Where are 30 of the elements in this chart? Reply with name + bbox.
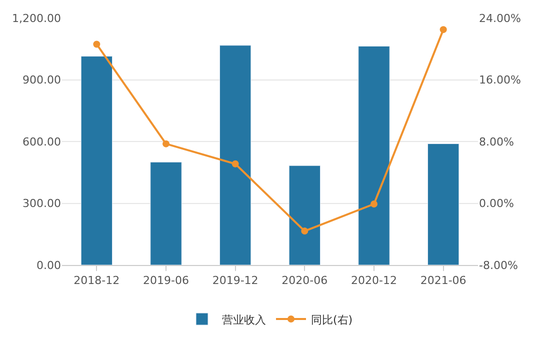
- point: [370, 200, 378, 208]
- x-tick-label: 2020-06: [282, 274, 328, 288]
- y2-tick-label: 16.00%: [479, 74, 521, 87]
- point: [232, 160, 239, 168]
- x-tick-label: 2019-12: [212, 274, 258, 288]
- bar: [219, 45, 252, 265]
- y-tick-label: 1,200.00: [12, 12, 61, 25]
- point: [440, 26, 447, 34]
- x-tick-label: 2018-12: [74, 274, 120, 288]
- bar: [427, 144, 460, 265]
- y2-tick-label: 24.00%: [479, 12, 521, 25]
- legend-label: 同比(右): [311, 313, 353, 326]
- x-tick-label: 2019-06: [143, 274, 189, 288]
- bar: [288, 165, 321, 265]
- x-tick-label: 2020-12: [351, 274, 397, 288]
- legend-label: 营业收入: [222, 313, 266, 326]
- bar: [80, 56, 113, 265]
- y-tick-label: 900.00: [22, 74, 61, 87]
- point: [162, 140, 170, 148]
- bar: [358, 46, 390, 265]
- y-tick-label: 600.00: [22, 135, 61, 148]
- point: [301, 228, 308, 235]
- y-tick-label: 300.00: [22, 197, 61, 210]
- y2-tick-label: -8.00%: [479, 258, 518, 272]
- point: [93, 40, 100, 48]
- bar: [150, 162, 182, 265]
- y-tick-label: 0.00: [36, 258, 61, 272]
- y2-tick-label: 8.00%: [479, 135, 514, 148]
- y2-tick-label: 0.00%: [479, 197, 514, 210]
- x-tick-label: 2021-06: [420, 274, 466, 288]
